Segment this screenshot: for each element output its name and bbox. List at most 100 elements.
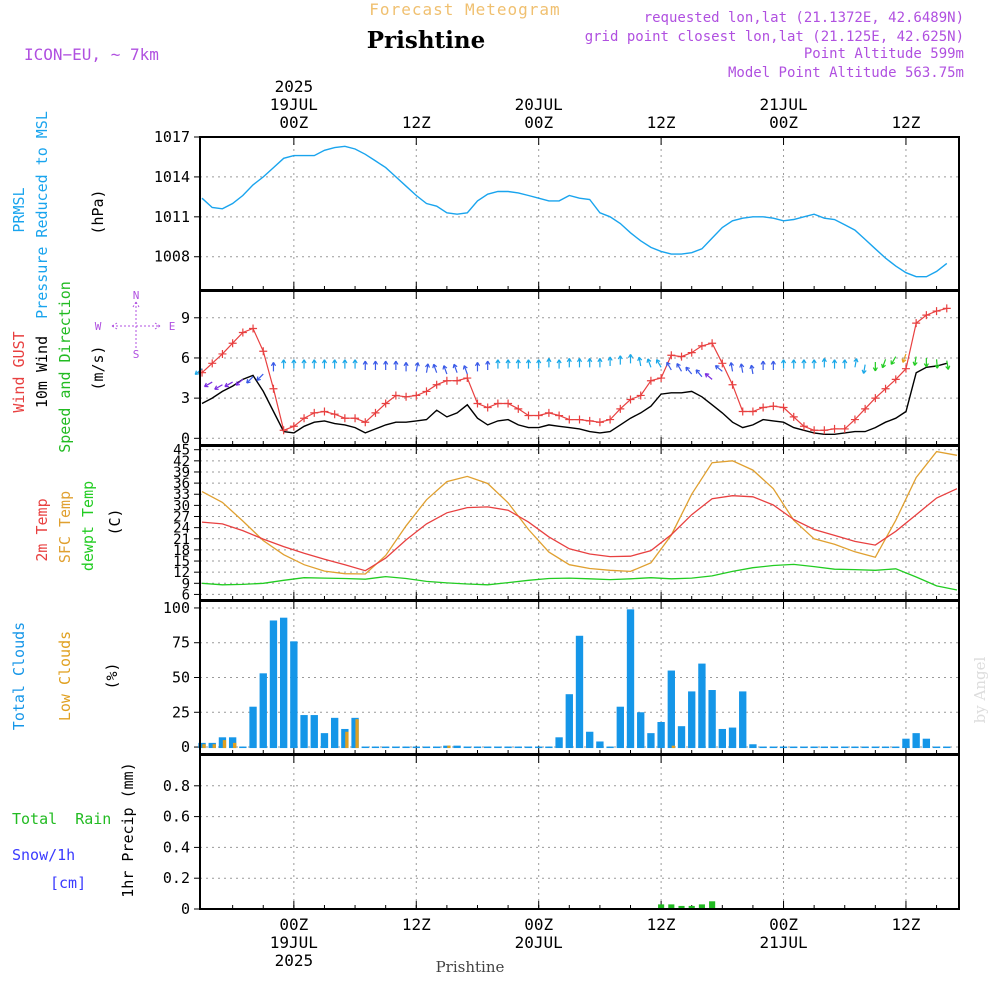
y-tick-label: 30: [173, 498, 190, 514]
total-cloud-bar: [708, 690, 716, 749]
total-cloud-bar: [300, 715, 308, 749]
total-cloud-bar: [412, 746, 420, 749]
compass-rose: N W E S: [95, 289, 176, 361]
total-cloud-bar: [871, 746, 880, 749]
wind-direction-arrow: [655, 359, 662, 368]
total-cloud-bar: [494, 746, 502, 749]
wind-direction-arrow: [934, 359, 940, 369]
total-cloud-bar: [800, 746, 808, 749]
total-cloud-bar: [484, 746, 492, 749]
total-cloud-bar: [443, 745, 451, 749]
gust-marker: [891, 375, 900, 384]
y-tick-label: 0.8: [163, 777, 190, 795]
wind-direction-arrow: [301, 359, 307, 369]
gust-marker: [595, 418, 604, 427]
precip-axis-label: 1hr Precip (mm): [119, 762, 137, 897]
total-cloud-bar: [769, 746, 778, 749]
dewpt-temp-line: [201, 563, 958, 591]
low-cloud-bar: [212, 744, 216, 749]
wind-direction-arrow: [760, 360, 766, 371]
wind-direction-arrow: [246, 376, 254, 384]
pressure-label-desc: Pressure Reduced to MSL: [33, 111, 51, 319]
total-cloud-bar: [249, 706, 257, 749]
total-cloud-bar: [422, 746, 431, 749]
gust-marker: [606, 415, 615, 424]
total-cloud-bar: [892, 746, 900, 749]
wind-direction-arrow: [362, 360, 368, 371]
gust-marker: [861, 404, 870, 413]
bottom-time-label: 00Z: [279, 915, 308, 934]
top-time-label: 21JUL: [759, 95, 807, 114]
wind-direction-arrow: [770, 360, 776, 371]
total-cloud-bar: [912, 733, 920, 749]
wind-10m-label: 10m Wind: [33, 336, 51, 408]
compass-arrows: [111, 301, 161, 350]
top-time-label: 20JUL: [515, 95, 563, 114]
wind-direction-arrow: [474, 362, 481, 372]
total-cloud-bar: [943, 746, 951, 749]
total-cloud-bar: [657, 722, 665, 749]
gust-marker: [493, 399, 502, 408]
plot-area: 1008101110141017036969121518212427303336…: [154, 77, 960, 970]
wind-direction-arrow: [270, 362, 277, 372]
y-tick-label: 15: [173, 554, 190, 570]
wind-direction-arrow: [495, 359, 501, 369]
low-cloud-bar: [355, 719, 359, 749]
wind-direction-arrow: [780, 359, 787, 369]
top-time-label: 19JUL: [270, 95, 318, 114]
gust-marker: [585, 416, 594, 425]
total-cloud-bar: [514, 746, 522, 749]
total-cloud-bar: [647, 733, 655, 749]
wind-direction-arrow: [383, 360, 389, 371]
footer-location: Prishtine: [436, 958, 505, 976]
gust-marker: [840, 424, 849, 433]
y-tick-label: 42: [173, 454, 190, 470]
wind-direction-arrow: [646, 358, 652, 368]
total-cloud-bar: [371, 746, 380, 749]
total-cloud-bar: [330, 717, 339, 749]
low-cloud-bar: [345, 731, 349, 749]
point-altitude: Point Altitude 599m: [804, 46, 964, 62]
total-cloud-bar: [586, 731, 594, 749]
bottom-time-label: 21JUL: [759, 933, 807, 952]
wind-direction-label: Speed and Direction: [56, 281, 74, 453]
wind-direction-arrow: [728, 362, 735, 372]
low-cloud-bar: [222, 740, 227, 749]
y-tick-label: 33: [173, 487, 190, 503]
gust-marker: [748, 407, 757, 416]
wind-direction-arrow: [872, 361, 878, 372]
t2m-temp-line: [201, 488, 958, 572]
watermark: by Angel: [971, 656, 989, 723]
total-cloud-bar: [841, 746, 849, 749]
wind-direction-arrow: [576, 358, 583, 368]
total-cloud-bar: [555, 737, 563, 749]
compass-s: S: [133, 348, 140, 361]
gust-marker: [697, 341, 706, 350]
gust-marker: [616, 404, 625, 413]
gust-marker: [534, 411, 543, 420]
gust-marker: [483, 403, 492, 412]
model-label: ICON−EU, ~ 7km: [24, 45, 159, 64]
temp-sfc-label: SFC Temp: [56, 491, 74, 563]
wind-direction-arrow: [462, 365, 468, 375]
gust-marker: [463, 374, 472, 383]
wind-gust-label: Wind GUST: [10, 331, 28, 412]
wind-direction-arrow: [556, 359, 562, 369]
total-cloud-bar: [606, 746, 614, 749]
gust-marker: [881, 384, 890, 393]
wind-direction-arrow: [853, 358, 859, 368]
gust-marker: [738, 407, 747, 416]
wind-direction-arrow: [546, 358, 552, 368]
total-cloud-bar: [351, 717, 359, 749]
y-tick-label: 0: [181, 429, 190, 447]
gust-marker: [646, 376, 655, 385]
gust-marker: [422, 387, 431, 396]
gust-marker: [320, 407, 329, 416]
rain-bar: [658, 904, 665, 909]
wind-direction-arrow: [214, 384, 223, 390]
total-cloud-bar: [341, 728, 349, 749]
bottom-time-label: 00Z: [524, 915, 553, 934]
gust-marker: [351, 414, 360, 423]
total-cloud-bar: [749, 744, 757, 749]
